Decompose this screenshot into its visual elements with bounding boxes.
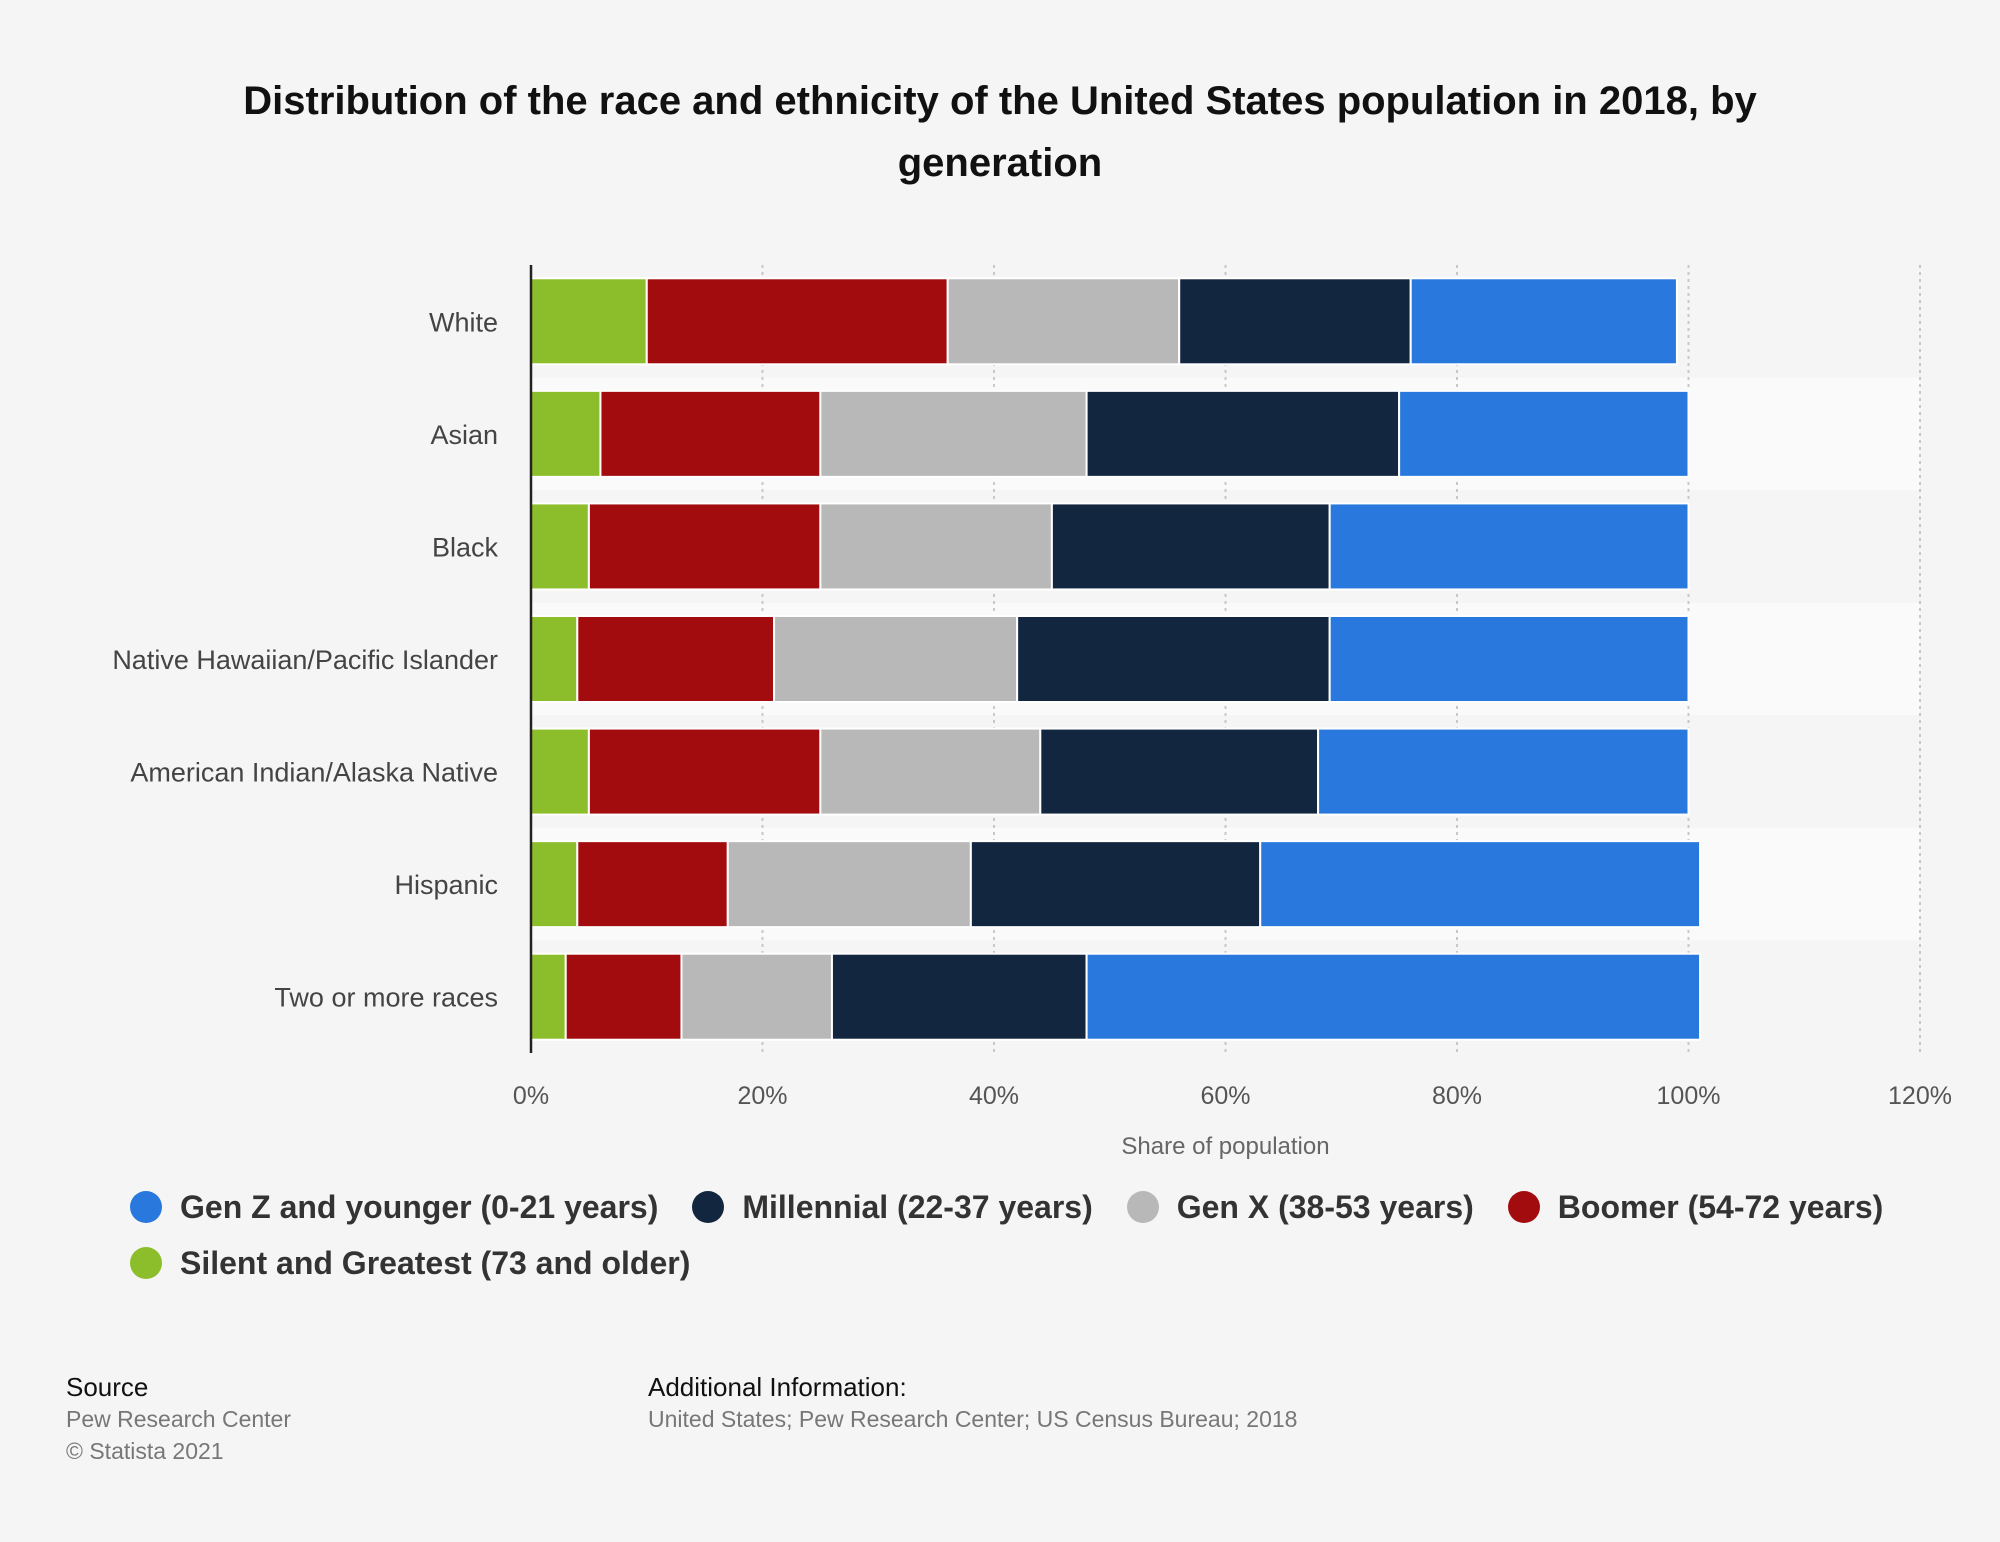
legend-marker-gen-x — [1126, 1191, 1159, 1223]
additional-info-block: Additional Information: United States; P… — [648, 1371, 1297, 1435]
bar-segment — [946, 277, 1181, 366]
bar-segment — [1085, 389, 1401, 478]
bar-segment — [1409, 277, 1678, 366]
plot-area: 0% 20% 40% 60% 80% 100% 120% White Asian Black Nat… — [112, 265, 1952, 1160]
bar-segment — [530, 615, 579, 703]
bar-segment — [564, 952, 683, 1041]
source-heading: Source — [66, 1372, 149, 1402]
x-tick-label: 0% — [513, 1082, 549, 1110]
legend-item-gen-x[interactable]: Gen X (38-53 years) — [1126, 1185, 1474, 1229]
legend-marker-millennial — [692, 1191, 725, 1223]
bar-segment — [587, 502, 822, 591]
legend-item-millennial[interactable]: Millennial (22-37 years) — [692, 1185, 1093, 1229]
bar-segment — [1328, 502, 1690, 591]
bar-segment — [830, 952, 1088, 1041]
legend-marker-gen-z — [130, 1191, 162, 1223]
bar-segment — [1085, 952, 1702, 1041]
additional-info-heading: Additional Information: — [648, 1372, 907, 1402]
legend-item-boomer[interactable]: Boomer (54-72 years) — [1507, 1185, 1884, 1229]
bar-segment — [680, 952, 833, 1041]
bar-segment — [576, 615, 776, 703]
source-block: Source Pew Research Center © Statista 20… — [66, 1371, 291, 1467]
x-axis-title: Share of population — [1121, 1133, 1329, 1160]
category-label: Hispanic — [394, 870, 498, 900]
bar-segment — [645, 277, 949, 366]
bar-segment — [819, 727, 1042, 816]
bar-segment — [530, 502, 590, 591]
bar-segment — [1039, 727, 1320, 816]
bar-segment — [530, 952, 567, 1041]
bar-segment — [1016, 615, 1331, 703]
x-tick-label: 40% — [969, 1082, 1019, 1110]
bar-segment — [1398, 389, 1690, 478]
bar-segment — [599, 389, 822, 478]
legend: Gen Z and younger (0-21 years) Millennia… — [130, 1185, 1930, 1285]
source-line[interactable]: Pew Research Center — [66, 1406, 291, 1432]
legend-label-millennial: Millennial (22-37 years) — [742, 1188, 1093, 1225]
category-label: White — [429, 307, 498, 337]
bar-segment — [530, 840, 579, 929]
category-label: Two or more races — [274, 983, 498, 1013]
bar-segment — [530, 277, 648, 366]
category-label: Black — [432, 532, 499, 562]
category-label: Native Hawaiian/Pacific Islander — [112, 645, 498, 675]
x-tick-label: 100% — [1657, 1082, 1721, 1110]
copyright-line: © Statista 2021 — [66, 1438, 224, 1464]
chart-title: Distribution of the race and ethnicity o… — [243, 79, 1757, 185]
bar-segment — [1328, 615, 1690, 703]
bar-segment — [587, 727, 822, 816]
bar-segment — [576, 840, 729, 929]
bar-segment — [773, 615, 1019, 703]
legend-label-silent: Silent and Greatest (73 and older) — [180, 1244, 691, 1281]
bar-segment — [819, 502, 1053, 591]
legend-label-gen-z: Gen Z and younger (0-21 years) — [180, 1188, 659, 1225]
legend-label-gen-x: Gen X (38-53 years) — [1176, 1188, 1474, 1225]
x-tick-label: 60% — [1200, 1082, 1250, 1110]
legend-marker-boomer — [1507, 1191, 1540, 1223]
bar-segment — [1259, 840, 1702, 929]
bar-segment — [819, 389, 1088, 478]
bar-segment — [530, 727, 590, 816]
x-tick-label: 20% — [737, 1082, 787, 1110]
category-label: Asian — [430, 420, 498, 450]
x-tick-label: 80% — [1432, 1082, 1482, 1110]
bar-segment — [969, 840, 1262, 929]
legend-item-silent[interactable]: Silent and Greatest (73 and older) — [130, 1241, 690, 1285]
x-tick-label: 120% — [1888, 1082, 1952, 1110]
category-label: American Indian/Alaska Native — [130, 758, 498, 788]
additional-info-text: United States; Pew Research Center; US C… — [648, 1406, 1298, 1432]
legend-item-gen-z[interactable]: Gen Z and younger (0-21 years) — [130, 1185, 658, 1229]
legend-label-boomer: Boomer (54-72 years) — [1557, 1188, 1884, 1225]
legend-marker-silent — [130, 1247, 162, 1279]
bar-segment — [1050, 502, 1331, 591]
bar-segment — [530, 389, 602, 478]
bar-segment — [726, 840, 972, 929]
bar-segment — [1178, 277, 1412, 366]
bar-segment — [1317, 727, 1690, 816]
